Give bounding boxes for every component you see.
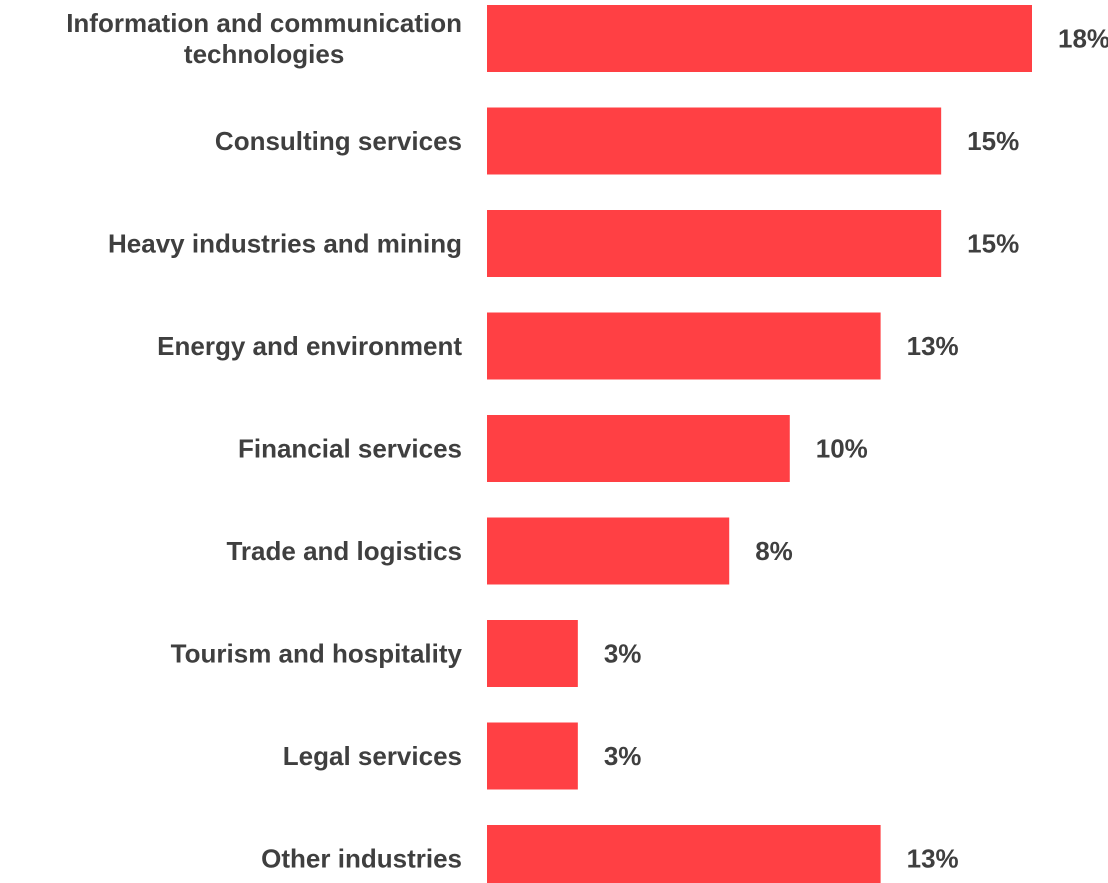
category-label-line: Information and communication <box>66 8 462 38</box>
value-label-4: 10% <box>816 434 868 464</box>
category-label-line: technologies <box>184 39 344 69</box>
bar-1 <box>487 107 942 175</box>
value-label-0: 18% <box>1058 24 1108 54</box>
value-label-1: 15% <box>967 126 1019 156</box>
bar-3 <box>487 312 881 380</box>
bar-2 <box>487 210 942 277</box>
category-label-5: Trade and logistics <box>226 536 462 566</box>
category-label-4: Financial services <box>238 434 462 464</box>
bar-5 <box>487 517 730 585</box>
value-label-8: 13% <box>907 844 959 874</box>
category-label-8: Other industries <box>261 844 462 874</box>
value-label-2: 15% <box>967 229 1019 259</box>
value-label-6: 3% <box>604 639 642 669</box>
bar-7 <box>487 722 578 790</box>
category-label-7: Legal services <box>283 741 462 771</box>
bar-4 <box>487 415 790 482</box>
bar-8 <box>487 825 881 883</box>
bar-6 <box>487 620 578 687</box>
category-label-2: Heavy industries and mining <box>108 229 462 259</box>
bar-0 <box>487 5 1032 72</box>
value-label-5: 8% <box>755 536 793 566</box>
category-label-1: Consulting services <box>215 126 462 156</box>
value-label-3: 13% <box>907 331 959 361</box>
value-label-7: 3% <box>604 741 642 771</box>
category-label-3: Energy and environment <box>157 331 462 361</box>
category-label-0: Information and communication technologie… <box>66 8 462 69</box>
category-label-6: Tourism and hospitality <box>171 639 463 669</box>
